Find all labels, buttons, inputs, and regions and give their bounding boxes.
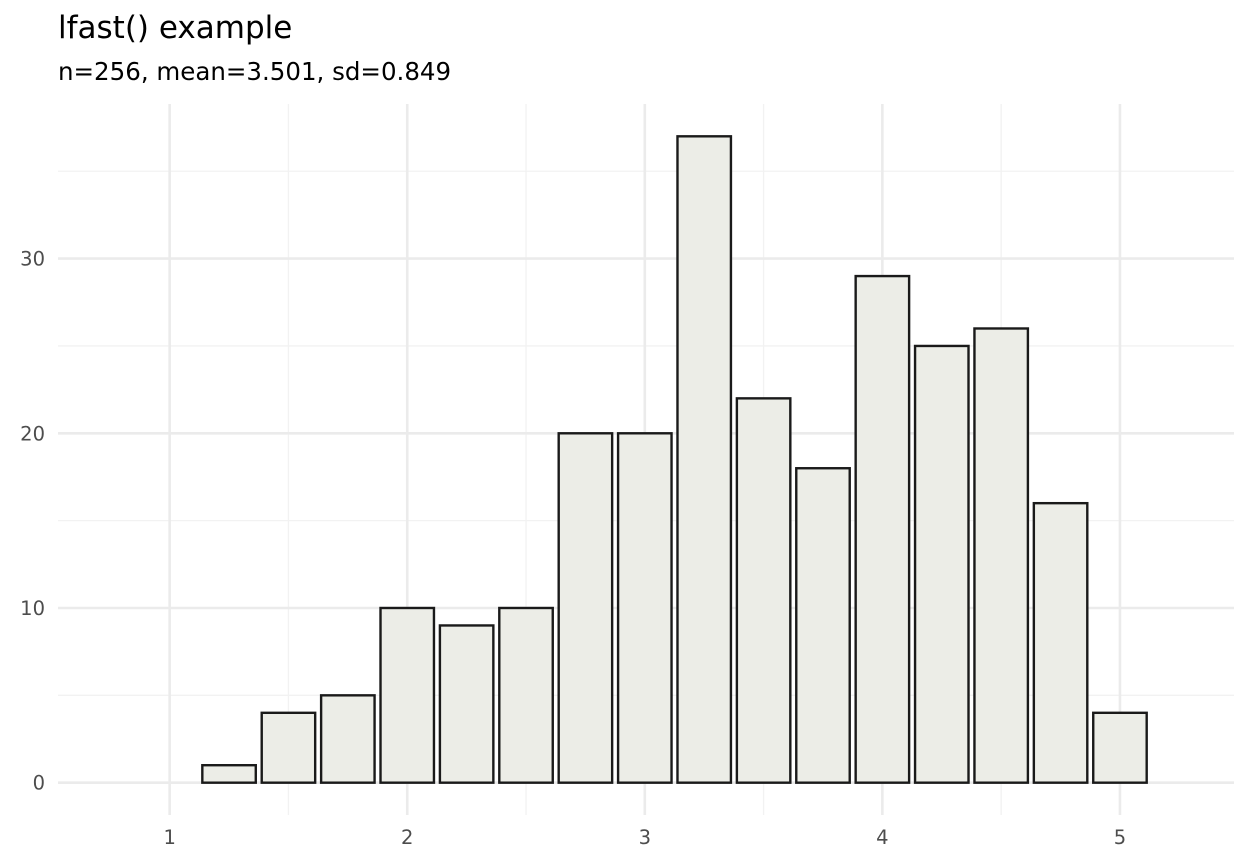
y-tick-label: 10	[20, 597, 45, 620]
chart-subtitle: n=256, mean=3.501, sd=0.849	[58, 57, 452, 86]
histogram-bar	[676, 135, 733, 784]
y-tick-label: 20	[20, 422, 45, 445]
histogram-bar	[498, 606, 554, 784]
histogram-bar	[1092, 711, 1148, 784]
y-tick-label: 30	[20, 248, 45, 271]
histogram-bar	[854, 274, 911, 784]
histogram-bar	[201, 764, 257, 784]
chart-title: lfast() example	[58, 10, 293, 46]
histogram-bar	[379, 606, 436, 784]
x-tick-label: 5	[1114, 826, 1126, 849]
y-tick-label: 0	[33, 772, 45, 795]
x-tick-label: 2	[401, 826, 413, 849]
histogram-bar	[795, 467, 851, 784]
bars	[201, 135, 1148, 784]
x-tick-label: 3	[639, 826, 651, 849]
histogram-bar	[913, 344, 970, 784]
histogram-bar	[557, 432, 614, 784]
x-axis-labels: 1 2 3 4 5	[163, 826, 1126, 849]
histogram-bar	[735, 397, 792, 784]
x-tick-label: 1	[163, 826, 175, 849]
histogram-bar	[319, 694, 376, 784]
histogram-bar	[973, 327, 1030, 784]
histogram-bar	[616, 432, 673, 784]
histogram-bar	[1032, 501, 1089, 784]
histogram-bar	[260, 711, 317, 784]
y-axis-labels: 0 10 20 30	[20, 248, 45, 795]
histogram-bar	[438, 624, 495, 784]
x-tick-label: 4	[876, 826, 888, 849]
